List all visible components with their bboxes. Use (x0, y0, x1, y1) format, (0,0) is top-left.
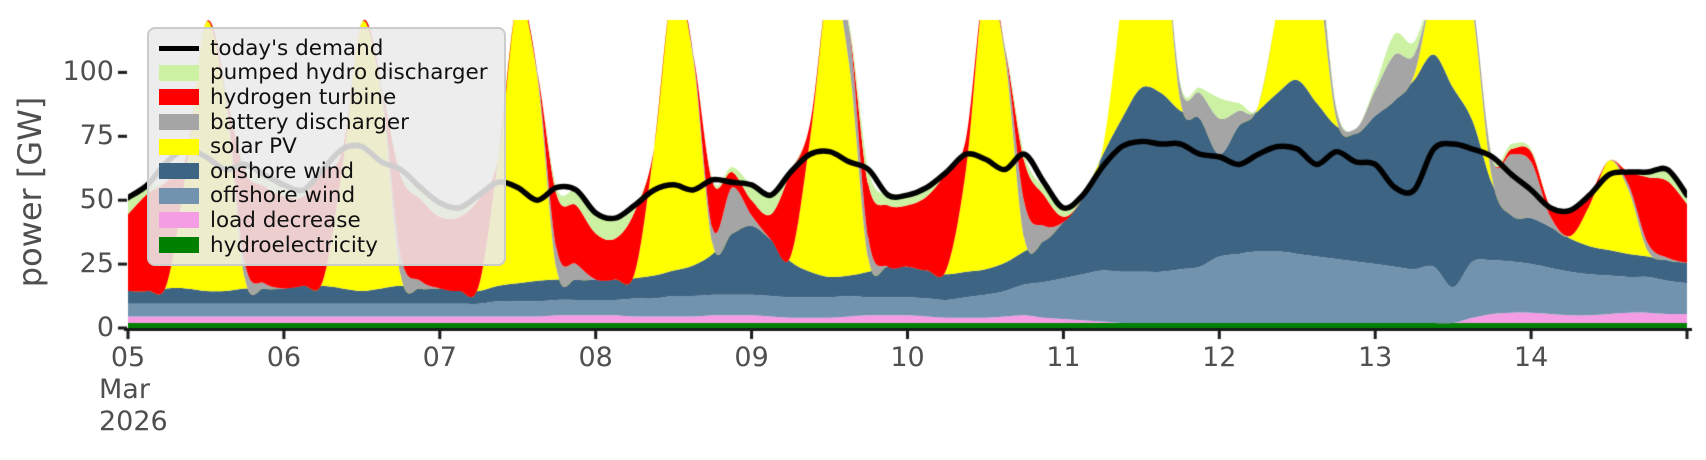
legend-label: pumped hydro discharger (210, 60, 488, 86)
x-axis-year-label: 2026 (99, 406, 168, 437)
y-tick-label: 50 (79, 184, 114, 216)
legend-line-swatch (159, 45, 199, 51)
x-tick-label: 07 (422, 342, 457, 373)
legend-item: pumped hydro discharger (159, 60, 488, 86)
legend-label: battery discharger (210, 109, 409, 135)
legend-item: solar PV (159, 134, 488, 159)
legend-color-swatch (159, 163, 199, 180)
legend-item: hydroelectricity (159, 233, 488, 258)
x-tick-label: 10 (890, 342, 925, 373)
legend-color-swatch (159, 138, 199, 155)
x-tick-label: 11 (1046, 342, 1081, 373)
x-axis-month-label: Mar (99, 374, 150, 405)
x-tick-label: 13 (1358, 342, 1393, 373)
legend: today's demand pumped hydro discharger hyd… (147, 27, 506, 267)
legend-label: load decrease (210, 207, 361, 233)
legend-color-swatch (159, 114, 199, 131)
y-tick-label: 0 (96, 312, 114, 343)
x-tick-label: 12 (1202, 342, 1237, 373)
legend-item: offshore wind (159, 183, 488, 209)
x-tick-label: 14 (1513, 342, 1549, 373)
legend-item: battery discharger (159, 110, 488, 135)
x-tick-label: 05 (110, 342, 146, 373)
legend-color-swatch (159, 237, 199, 254)
legend-label: solar PV (210, 134, 297, 160)
legend-label: offshore wind (210, 183, 356, 209)
legend-label: hydroelectricity (210, 232, 378, 258)
y-tick-label: 75 (79, 120, 114, 152)
legend-color-swatch (159, 89, 199, 106)
x-tick-label: 06 (266, 342, 302, 373)
legend-item: load decrease (159, 208, 488, 233)
legend-label: onshore wind (210, 158, 355, 184)
legend-color-swatch (159, 64, 199, 81)
x-tick-label: 08 (578, 342, 613, 373)
x-tick-label: 09 (734, 342, 769, 373)
legend-item: hydrogen turbine (159, 85, 488, 110)
legend-item: today's demand (159, 36, 488, 61)
legend-label: hydrogen turbine (210, 84, 397, 110)
legend-color-swatch (159, 212, 199, 229)
y-tick-label: 100 (62, 56, 114, 88)
legend-color-swatch (159, 187, 199, 204)
y-tick-label: 25 (79, 248, 114, 280)
legend-item: onshore wind (159, 159, 488, 184)
legend-label: today's demand (210, 35, 384, 61)
